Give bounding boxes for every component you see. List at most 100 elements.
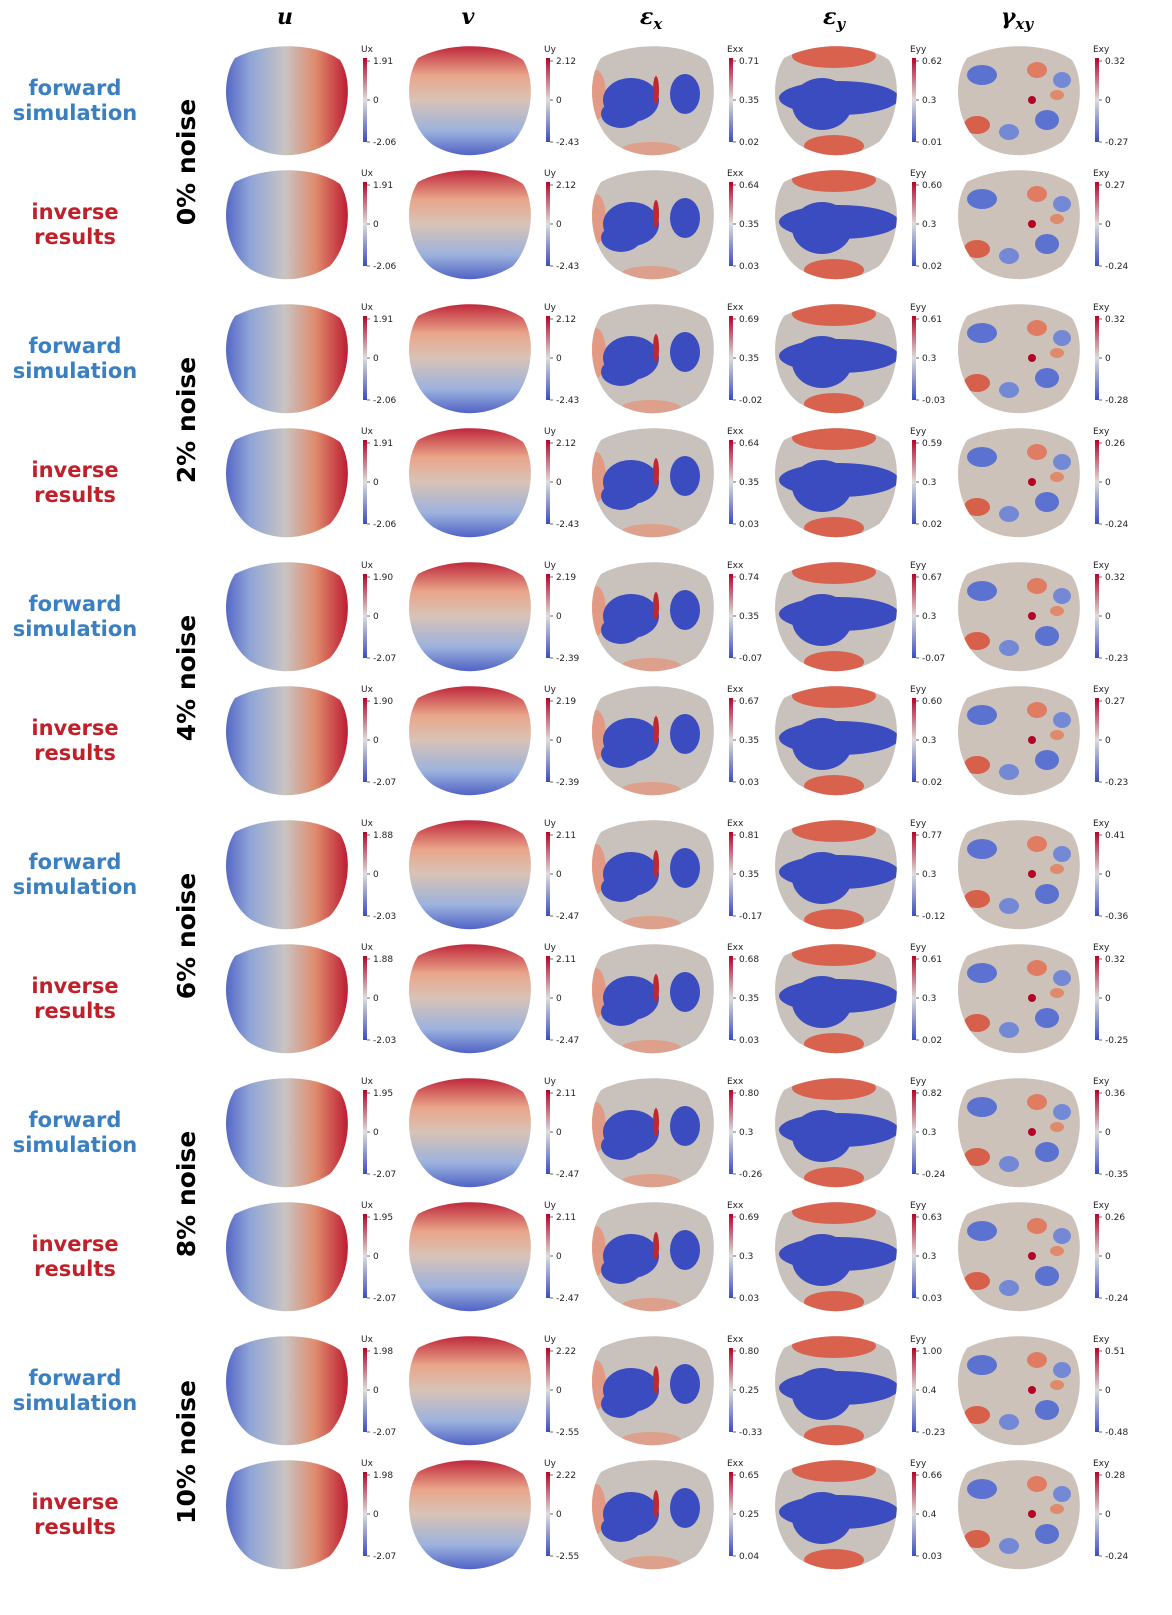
colorbar [1095,832,1099,916]
colorbar-tick-label: 2.12 [556,57,576,67]
colorbar-tick-label: 0.03 [922,1294,942,1304]
colorbar-tick-label: 0 [1105,220,1111,230]
colorbar-tick-label: -2.03 [373,1036,396,1046]
colorbar-tick-label: 0.3 [922,220,936,230]
colorbar-tick-label: -0.27 [1105,138,1128,148]
field-plot [226,1078,348,1188]
colorbar-tick-label: 0 [373,354,379,364]
colorbar-title: Exx [727,819,744,829]
noise-label: 8% noise [172,1131,201,1258]
colorbar-tick-label: -2.43 [556,262,579,272]
field-pattern [409,1336,531,1446]
colorbar [363,182,367,266]
column-header: εx [640,4,663,33]
colorbar [729,698,733,782]
colorbar-tick-label: 0.3 [739,1128,753,1138]
colorbar-tick-label: -0.03 [922,396,945,406]
row-label: simulation [13,875,138,899]
row-label: simulation [13,617,138,641]
row-label: inverse [31,1490,118,1514]
colorbar-tick-label: 2.19 [556,573,576,583]
field-pattern [592,170,714,280]
colorbar-tick-label: -0.23 [1105,778,1128,788]
colorbar [912,1214,916,1298]
field-plot [409,170,531,280]
colorbar-title: Exy [1093,685,1110,695]
field-plot [409,304,531,414]
colorbar [546,58,550,142]
row-label: inverse [31,1232,118,1256]
colorbar-tick-label: 1.95 [373,1089,393,1099]
colorbar-title: Exx [727,1459,744,1469]
colorbar-tick-label: 0.60 [922,697,942,707]
row-label: inverse [31,716,118,740]
row-label: forward [29,76,122,100]
colorbar-tick-label: -2.06 [373,520,397,530]
colorbar-tick-label: 0.35 [739,96,759,106]
colorbar [363,1348,367,1432]
colorbar-title: Ux [361,303,374,313]
colorbar-tick-label: 0.69 [739,1213,759,1223]
field-plot [592,820,714,930]
colorbar-title: Ux [361,427,374,437]
colorbar-tick-label: 0.64 [739,439,759,449]
colorbar-title: Eyy [910,1201,927,1211]
row-label: inverse [31,458,118,482]
field-pattern [409,304,531,414]
header-symbol: ε [823,4,836,30]
field-pattern [958,304,1080,414]
colorbar-title: Eyy [910,685,927,695]
colorbar-tick-label: 0.02 [922,778,942,788]
row-label: results [34,741,116,765]
colorbar-tick-label: 0.3 [922,612,936,622]
colorbar-tick-label: 0 [1105,96,1111,106]
colorbar [1095,1348,1099,1432]
field-pattern [958,686,1080,796]
field-pattern [958,46,1080,156]
colorbar [1095,1214,1099,1298]
colorbar-title: Exy [1093,1077,1110,1087]
colorbar-title: Ux [361,169,374,179]
colorbar-title: Ux [361,1201,374,1211]
field-pattern [409,1202,531,1312]
field-plot [958,170,1080,280]
colorbar-tick-label: 0.36 [1105,1089,1125,1099]
field-plot [226,1202,348,1312]
field-plot [592,428,714,538]
colorbar-tick-label: -2.43 [556,138,579,148]
field-plot [226,1460,348,1570]
colorbar [546,1090,550,1174]
field-pattern [775,46,897,156]
colorbar [1095,182,1099,266]
field-pattern [775,428,897,538]
colorbar-tick-label: 0 [556,736,562,746]
field-pattern [775,820,897,930]
colorbar-tick-label: -0.48 [1105,1428,1129,1438]
colorbar-tick-label: 0.03 [922,1552,942,1562]
colorbar-tick-label: 0.35 [739,736,759,746]
colorbar-title: Eyy [910,427,927,437]
colorbar-title: Eyy [910,561,927,571]
field-pattern [958,944,1080,1054]
colorbar-title: Uy [544,427,557,437]
field-plot [592,170,714,280]
colorbar-title: Exx [727,1077,744,1087]
colorbar-tick-label: 1.98 [373,1471,393,1481]
colorbar-tick-label: -2.07 [373,778,396,788]
colorbar-tick-label: 0 [556,220,562,230]
field-plot [592,304,714,414]
colorbar [912,182,916,266]
field-pattern [958,1078,1080,1188]
colorbar-tick-label: 0.65 [739,1471,759,1481]
colorbar-tick-label: 0 [373,478,379,488]
colorbar [912,440,916,524]
colorbar [729,316,733,400]
colorbar-tick-label: -2.06 [373,396,397,406]
field-pattern [958,820,1080,930]
colorbar-tick-label: 1.91 [373,57,393,67]
colorbar-title: Uy [544,1077,557,1087]
colorbar [546,440,550,524]
field-plot [775,428,897,538]
colorbar-tick-label: -0.33 [739,1428,762,1438]
colorbar-tick-label: 0.01 [922,138,942,148]
